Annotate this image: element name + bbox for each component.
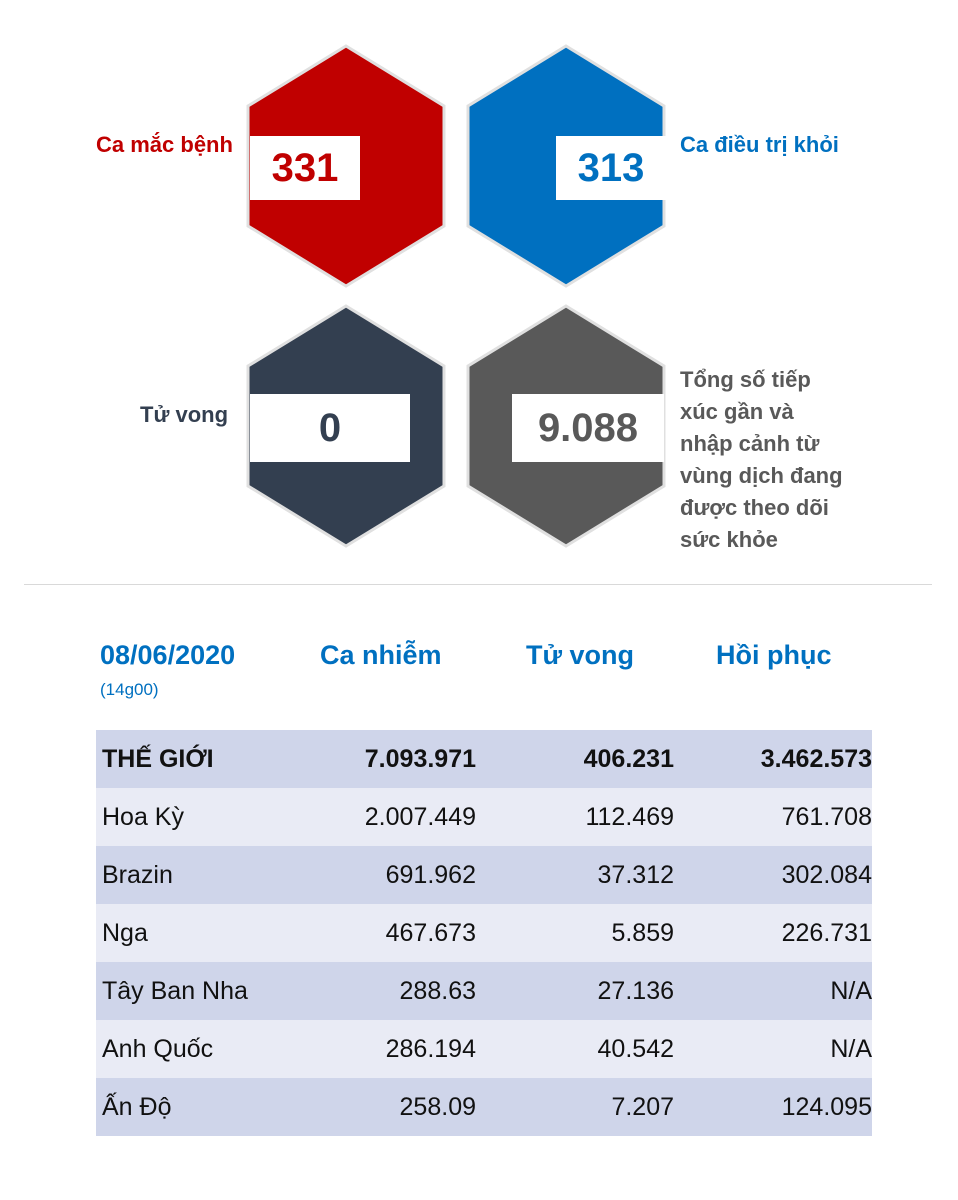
cell-recovered: 302.084	[781, 860, 872, 889]
cell-cases: 286.194	[385, 1034, 476, 1063]
table-row: Tây Ban Nha 288.63 27.136 N/A	[96, 962, 872, 1020]
table-row: Hoa Kỳ 2.007.449 112.469 761.708	[96, 788, 872, 846]
cell-deaths: 406.231	[583, 744, 674, 773]
cell-country: Hoa Kỳ	[102, 802, 184, 831]
table-time: (14g00)	[100, 680, 159, 699]
cell-deaths: 40.542	[597, 1034, 674, 1063]
cases-label: Ca mắc bệnh	[96, 132, 233, 157]
header-cases: Ca nhiễm	[320, 640, 442, 670]
cell-cases: 2.007.449	[364, 802, 476, 831]
cell-recovered: N/A	[830, 976, 872, 1005]
header-recovered: Hồi phục	[716, 640, 832, 670]
cell-cases: 7.093.971	[364, 744, 476, 773]
cases-value: 331	[250, 136, 360, 200]
monitored-label-line: xúc gần và	[680, 399, 794, 424]
monitored-label: Tổng số tiếp xúc gần và nhập cảnh từ vùn…	[680, 364, 843, 556]
recovered-value: 313	[556, 136, 666, 200]
cell-deaths: 7.207	[611, 1092, 674, 1121]
table-date: 08/06/2020	[100, 640, 236, 670]
monitored-label-line: được theo dõi	[680, 495, 829, 520]
cell-recovered: 3.462.573	[760, 744, 872, 773]
cell-deaths: 37.312	[597, 860, 674, 889]
cell-country: Anh Quốc	[102, 1034, 214, 1063]
table-row: Ấn Độ 258.09 7.207 124.095	[96, 1078, 872, 1136]
cell-deaths: 112.469	[585, 802, 674, 831]
cell-cases: 288.63	[399, 976, 476, 1005]
cell-cases: 258.09	[399, 1092, 476, 1121]
table-row: Anh Quốc 286.194 40.542 N/A	[96, 1020, 872, 1078]
table-row: Brazin 691.962 37.312 302.084	[96, 846, 872, 904]
recovered-label: Ca điều trị khỏi	[680, 132, 839, 157]
cell-deaths: 5.859	[611, 918, 674, 947]
cell-country: THẾ GIỚI	[102, 744, 214, 773]
header-deaths: Tử vong	[526, 640, 635, 670]
section-divider	[24, 584, 932, 585]
cell-cases: 467.673	[385, 918, 476, 947]
cell-recovered: N/A	[830, 1034, 872, 1063]
monitored-value: 9.088	[512, 394, 664, 462]
monitored-label-line: vùng dịch đang	[680, 463, 843, 488]
cell-recovered: 124.095	[781, 1092, 872, 1121]
monitored-label-line: Tổng số tiếp	[680, 367, 811, 392]
cell-cases: 691.962	[385, 860, 476, 889]
table-row: Nga 467.673 5.859 226.731	[96, 904, 872, 962]
cell-country: Brazin	[102, 860, 173, 889]
cell-deaths: 27.136	[597, 976, 674, 1005]
monitored-label-line: nhập cảnh từ	[680, 431, 820, 456]
deaths-value: 0	[250, 394, 410, 462]
stats-table: THẾ GIỚI 7.093.971 406.231 3.462.573 Hoa…	[96, 730, 872, 1136]
cell-country: Tây Ban Nha	[102, 976, 248, 1005]
cell-recovered: 761.708	[781, 802, 872, 831]
cell-country: Ấn Độ	[102, 1092, 172, 1121]
monitored-label-line: sức khỏe	[680, 527, 778, 552]
cell-country: Nga	[102, 918, 148, 947]
table-row-world: THẾ GIỚI 7.093.971 406.231 3.462.573	[96, 730, 872, 788]
deaths-label: Tử vong	[140, 402, 229, 427]
cell-recovered: 226.731	[781, 918, 872, 947]
